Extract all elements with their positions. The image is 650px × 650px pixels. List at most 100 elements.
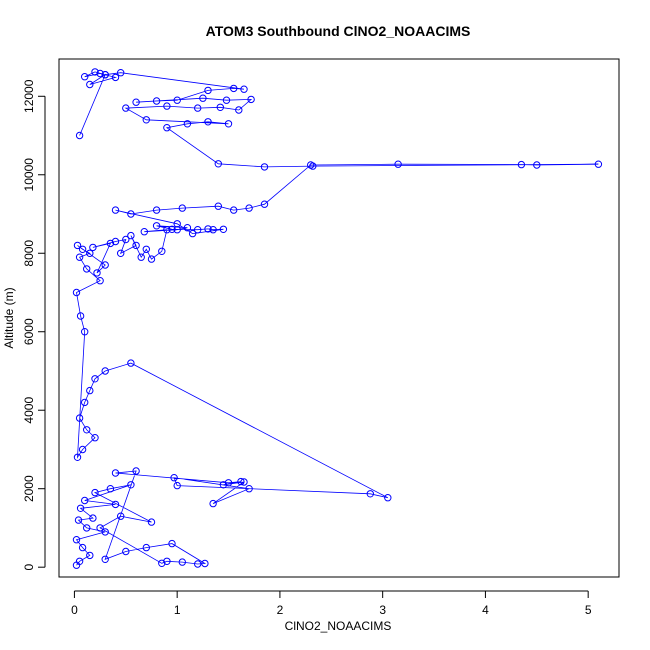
y-axis-label: Altitude (m) <box>2 287 16 348</box>
data-point <box>76 504 85 512</box>
x-axis-label: ClNO2_NOAACIMS <box>285 619 392 633</box>
data-point <box>163 124 171 132</box>
data-point <box>170 474 178 482</box>
data-point <box>152 222 161 230</box>
data-marks <box>72 68 603 569</box>
data-point <box>127 231 135 240</box>
data-point <box>194 226 202 234</box>
data-point <box>235 106 243 114</box>
data-point <box>81 328 89 336</box>
data-point <box>93 269 101 277</box>
data-point <box>366 490 374 498</box>
data-point <box>78 245 87 254</box>
data-point <box>74 516 83 524</box>
data-point <box>142 245 151 254</box>
data-point <box>73 241 82 250</box>
data-point <box>127 481 135 489</box>
data-point <box>101 367 109 375</box>
data-point <box>91 434 99 442</box>
data-point <box>81 496 89 505</box>
data-point <box>83 265 91 273</box>
data-point <box>76 312 85 320</box>
data-point <box>173 226 181 234</box>
x-tick-label: 2 <box>277 603 284 617</box>
data-point <box>96 69 104 78</box>
data-point <box>75 557 84 565</box>
data-point <box>117 512 125 520</box>
data-point <box>224 479 233 487</box>
y-axis: 0 2000 4000 6000 8000 10000 12000 <box>22 79 46 571</box>
data-point <box>240 85 248 93</box>
data-point <box>101 71 109 79</box>
data-point <box>147 255 156 263</box>
y-tick-label: 6000 <box>22 318 36 345</box>
data-point <box>260 163 269 171</box>
data-point <box>214 160 223 168</box>
data-point <box>240 478 248 486</box>
data-point <box>201 559 209 568</box>
data-point <box>86 551 94 560</box>
data-point <box>122 235 130 244</box>
data-point <box>224 120 233 128</box>
data-point <box>163 102 171 110</box>
data-point <box>106 239 115 248</box>
data-point <box>91 488 99 497</box>
data-point <box>75 414 84 422</box>
data-point <box>101 555 109 563</box>
data-point <box>204 225 212 233</box>
data-point <box>594 160 603 168</box>
data-point <box>91 68 99 76</box>
data-point <box>245 204 253 212</box>
y-tick-label: 8000 <box>22 240 36 267</box>
data-point <box>245 485 253 493</box>
data-point <box>178 558 187 566</box>
data-point <box>140 228 149 236</box>
data-point <box>111 237 120 246</box>
data-point <box>86 386 94 395</box>
data-point <box>173 96 181 104</box>
y-tick-label: 12000 <box>22 79 36 113</box>
data-point <box>219 481 228 489</box>
data-point <box>89 514 97 522</box>
data-point <box>78 445 87 454</box>
x-tick-label: 1 <box>174 603 181 617</box>
data-point <box>214 202 223 210</box>
data-point <box>91 375 99 383</box>
data-point <box>237 477 245 486</box>
data-point <box>75 131 84 140</box>
data-point <box>204 118 212 126</box>
data-point <box>132 241 140 250</box>
data-point <box>106 485 115 493</box>
x-tick-label: 4 <box>482 603 489 617</box>
y-tick-label: 4000 <box>22 397 36 424</box>
data-point <box>86 80 94 89</box>
data-point <box>86 249 94 258</box>
data-point <box>75 253 84 261</box>
data-point <box>209 499 217 508</box>
plot-frame <box>58 58 620 578</box>
data-point <box>152 206 161 214</box>
data-point <box>384 494 392 502</box>
data-point <box>216 103 225 112</box>
data-point <box>173 481 181 490</box>
x-tick-label: 5 <box>585 603 592 617</box>
data-point <box>111 469 120 477</box>
data-point <box>230 84 238 93</box>
data-point <box>81 398 89 407</box>
data-point <box>83 524 91 532</box>
series-line <box>75 71 599 566</box>
data-point <box>73 453 82 461</box>
data-point <box>230 206 238 214</box>
data-point <box>517 160 526 169</box>
data-point <box>96 524 104 532</box>
data-point <box>163 557 171 565</box>
data-point <box>137 253 145 261</box>
data-point <box>199 94 207 102</box>
data-point <box>72 288 81 297</box>
y-tick-label: 2000 <box>22 475 36 502</box>
data-point <box>122 547 130 556</box>
data-point <box>533 161 541 169</box>
data-point <box>247 95 255 104</box>
data-point <box>194 560 202 568</box>
